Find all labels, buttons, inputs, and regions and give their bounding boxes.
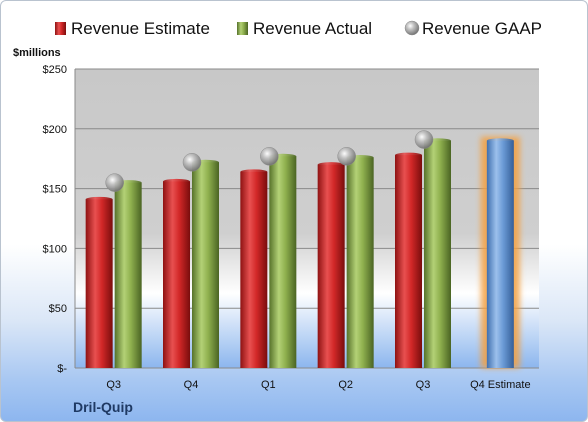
x-tick-label: Q4 <box>184 379 199 391</box>
actual-bar <box>269 153 297 368</box>
estimate-bar <box>317 162 345 368</box>
legend-swatch <box>404 20 420 36</box>
y-tick-label: $150 <box>43 184 67 196</box>
legend: Revenue Estimate Revenue Actual Revenue GA… <box>55 19 542 38</box>
company-name: Dril-Quip <box>73 399 133 415</box>
actual-bar <box>424 138 451 368</box>
y-tick-label: $250 <box>43 64 67 76</box>
y-tick-label: $- <box>57 363 67 375</box>
forecast-bar <box>486 138 514 368</box>
x-tick-label: Q2 <box>338 379 353 391</box>
legend-label: Revenue Estimate <box>71 19 210 38</box>
actual-bar <box>114 180 142 368</box>
gaap-marker <box>105 173 124 192</box>
legend-swatch <box>237 22 248 35</box>
actual-bar <box>192 159 219 368</box>
x-tick-label: Q3 <box>106 379 121 391</box>
x-tick-label: Q1 <box>261 379 276 391</box>
y-tick-label: $100 <box>43 243 67 255</box>
legend-item: Revenue Estimate <box>55 19 210 38</box>
gaap-marker <box>182 153 202 172</box>
legend-item: Revenue GAAP <box>404 19 542 38</box>
legend-label: Revenue Actual <box>253 19 372 38</box>
x-axis-ticks: Q3 Q4 Q1 Q2 Q3 Q4 Estimate <box>106 379 530 391</box>
legend-label: Revenue GAAP <box>422 19 542 38</box>
y-tick-label: $50 <box>49 303 67 315</box>
y-tick-label: $200 <box>43 124 67 136</box>
estimate-bar <box>85 196 113 368</box>
gaap-markers <box>105 130 434 192</box>
bars <box>85 136 520 368</box>
legend-item: Revenue Actual <box>237 19 372 38</box>
actual-bar <box>346 155 374 368</box>
gaap-marker <box>260 147 279 166</box>
gaap-marker <box>414 130 434 149</box>
plot-area <box>75 69 539 368</box>
gridlines <box>74 68 539 369</box>
estimate-bar <box>395 152 422 368</box>
x-tick-label: Q4 Estimate <box>470 379 531 391</box>
gaap-marker <box>337 147 356 166</box>
y-axis-label: $millions <box>13 47 61 59</box>
y-axis-ticks: $- $50 $100 $150 $200 $250 <box>43 64 68 375</box>
legend-swatch <box>55 22 66 35</box>
estimate-bar <box>240 169 268 368</box>
x-tick-label: Q3 <box>416 379 431 391</box>
estimate-bar <box>163 178 190 368</box>
